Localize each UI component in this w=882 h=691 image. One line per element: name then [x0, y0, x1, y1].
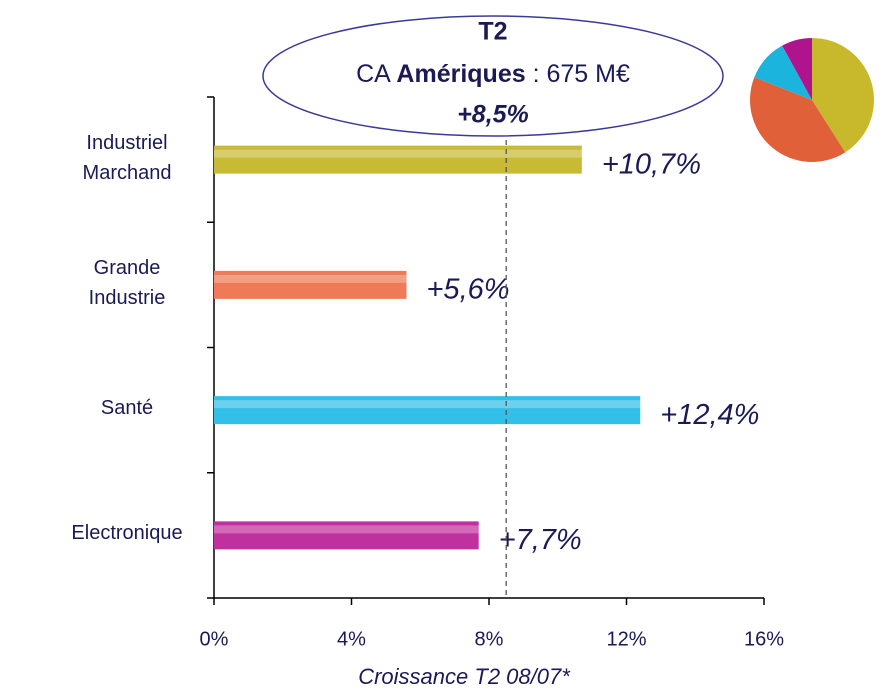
- x-tick-label: 16%: [744, 628, 784, 650]
- value-label: +12,4%: [660, 399, 759, 431]
- reference-label: +8,5%: [457, 101, 529, 129]
- y-tick-label: Industriel Marchand: [82, 131, 172, 184]
- value-label: +5,6%: [427, 274, 510, 306]
- y-tick-label: Electronique: [71, 522, 183, 545]
- pie-slice: [750, 77, 846, 162]
- bar-shine: [214, 149, 582, 158]
- bar: [214, 270, 407, 299]
- pie-slice: [782, 38, 812, 100]
- annotation-bubble: [262, 15, 724, 137]
- bar-shine: [214, 525, 479, 534]
- annotation-text: CA Amériques : 675 M€: [356, 60, 630, 88]
- annotation-text-part: : 675 M€: [526, 60, 630, 88]
- annotation-title: T2: [478, 18, 507, 46]
- annotation-text-part: CA: [356, 60, 396, 88]
- bar: [214, 396, 641, 425]
- x-tick-label: 4%: [337, 628, 366, 650]
- bar-shine: [214, 274, 407, 283]
- bar-shine: [214, 400, 641, 409]
- bar: [214, 521, 479, 550]
- value-label: +7,7%: [499, 524, 582, 556]
- x-tick-label: 0%: [200, 628, 229, 650]
- pie-slice: [812, 38, 874, 153]
- value-label: +10,7%: [602, 148, 701, 180]
- x-tick-label: 8%: [475, 628, 504, 650]
- pie-slice: [754, 45, 812, 100]
- x-tick-label: 12%: [606, 628, 646, 650]
- bar: [214, 145, 582, 174]
- x-axis-title: Croissance T2 08/07*: [358, 664, 571, 689]
- y-tick-label: Santé: [100, 397, 154, 420]
- y-tick-label: Grande Industrie: [88, 256, 166, 309]
- annotation-text-part: Amériques: [396, 60, 525, 88]
